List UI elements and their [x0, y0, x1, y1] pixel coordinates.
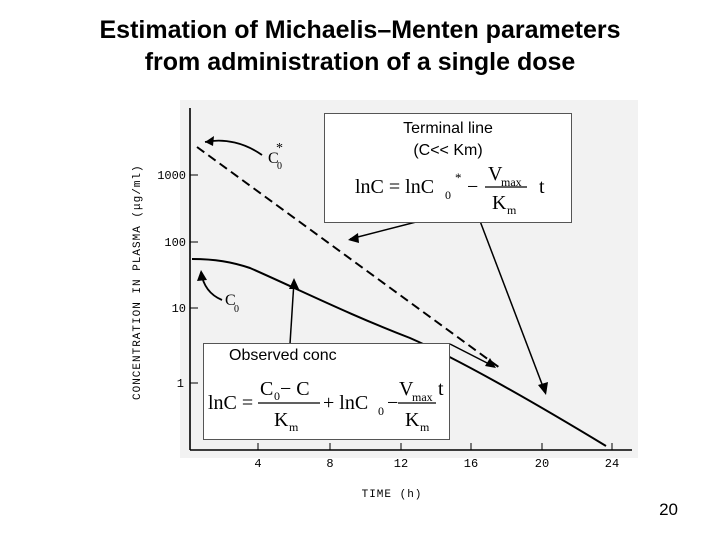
title-line-2: from administration of a single dose — [144, 48, 576, 76]
observed-conc-box: Observed conc lnC = C 0 − C K m + lnC 0 … — [203, 343, 450, 440]
terminal-dashed-line — [196, 146, 501, 369]
y-tick-10: 10 — [172, 302, 186, 316]
svg-text:m: m — [507, 203, 517, 217]
observed-box-title: Observed conc — [229, 347, 337, 364]
y-tick-1: 1 — [177, 377, 184, 391]
svg-text:*: * — [276, 141, 283, 156]
title-line-1: Estimation of Michaelis–Menten parameter… — [99, 16, 621, 44]
y-tick-100: 100 — [164, 236, 186, 250]
c0-star-label: C 0 * — [268, 141, 283, 172]
svg-text:lnC = lnC: lnC = lnC — [355, 176, 434, 198]
x-ticks: 4 8 12 16 20 24 — [254, 443, 619, 471]
svg-text:C: C — [268, 150, 279, 167]
svg-text:0: 0 — [234, 304, 239, 315]
svg-text:max: max — [412, 390, 433, 404]
terminal-line-box: Terminal line (C<< Km) lnC = lnC 0 * − V… — [324, 113, 572, 223]
terminal-arrowhead-right — [538, 382, 548, 395]
svg-text:K: K — [492, 192, 507, 214]
svg-text:0: 0 — [274, 389, 280, 403]
terminal-arrow-to-tail — [479, 220, 546, 393]
svg-text:0: 0 — [445, 188, 451, 202]
c0-label: C 0 — [225, 292, 239, 315]
svg-text:V: V — [399, 378, 414, 400]
x-tick-8: 8 — [326, 457, 333, 471]
y-axis-label: CONCENTRATION IN PLASMA (μg/ml) — [132, 164, 144, 400]
x-tick-24: 24 — [605, 457, 619, 471]
x-tick-20: 20 — [535, 457, 549, 471]
svg-text:m: m — [289, 420, 299, 434]
observed-curve — [191, 258, 607, 447]
observed-arrow-to-junction — [449, 343, 494, 367]
svg-text:−: − — [387, 392, 398, 414]
svg-text:max: max — [501, 175, 522, 189]
observed-arrowhead-right — [485, 358, 496, 368]
svg-text:t: t — [539, 176, 545, 198]
terminal-box-title: Terminal line — [403, 120, 493, 137]
svg-text:0: 0 — [378, 404, 384, 418]
svg-text:V: V — [488, 163, 503, 185]
observed-equation: lnC = C 0 − C K m + lnC 0 − V max K m t — [208, 378, 444, 434]
terminal-equation: lnC = lnC 0 * − V max K m t — [355, 163, 545, 217]
svg-text:t: t — [438, 378, 444, 400]
svg-text:C: C — [260, 378, 273, 400]
slide-number: 20 — [659, 500, 678, 519]
y-ticks: 1000 100 10 1 — [157, 169, 198, 391]
x-tick-16: 16 — [464, 457, 478, 471]
svg-text:C: C — [225, 292, 236, 309]
svg-text:K: K — [405, 409, 420, 431]
observed-arrowhead-up — [289, 278, 299, 289]
c0-star-arrowhead — [205, 136, 214, 146]
svg-text:+ lnC: + lnC — [323, 392, 368, 414]
terminal-arrow-to-line — [349, 220, 421, 240]
svg-text:− C: − C — [280, 378, 310, 400]
terminal-box-subtitle: (C<< Km) — [413, 142, 483, 159]
x-tick-4: 4 — [254, 457, 261, 471]
observed-arrow-to-curve — [289, 280, 295, 345]
svg-text:0: 0 — [277, 161, 282, 172]
svg-text:m: m — [420, 420, 430, 434]
slide-title: Estimation of Michaelis–Menten parameter… — [0, 14, 720, 78]
svg-text:*: * — [455, 170, 462, 185]
y-tick-1000: 1000 — [157, 169, 186, 183]
svg-text:K: K — [274, 409, 289, 431]
x-axis-label: TIME (h) — [362, 489, 423, 501]
c0-arrowhead — [197, 270, 207, 281]
terminal-arrowhead-left — [348, 233, 359, 243]
x-tick-12: 12 — [394, 457, 408, 471]
svg-text:−: − — [467, 176, 478, 198]
svg-text:lnC =: lnC = — [208, 392, 253, 414]
